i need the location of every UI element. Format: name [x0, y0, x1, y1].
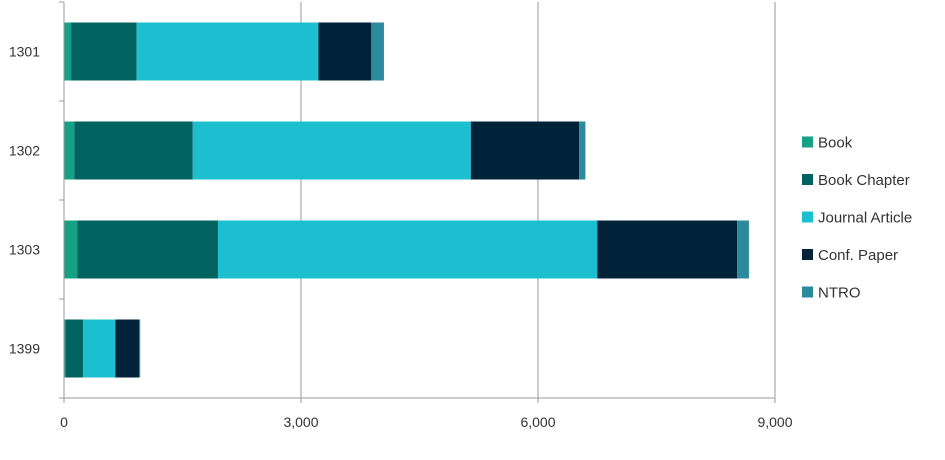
y-tick-label-1399: 1399: [9, 341, 40, 357]
bar-1301-journal-article: [136, 22, 319, 81]
x-tick-label-0: 0: [60, 414, 68, 430]
legend-label-ntro: NTRO: [818, 285, 861, 302]
bar-1302-journal-article: [192, 121, 471, 180]
legend-swatch-book-chapter: [802, 174, 813, 185]
legend-swatch-book: [802, 136, 813, 148]
bar-1303-conf-paper: [597, 220, 738, 279]
bars: [64, 22, 749, 378]
bar-1302-book: [64, 121, 75, 180]
bar-1303-journal-article: [218, 220, 598, 279]
bar-1301-conf-paper: [318, 22, 372, 81]
x-tick-label-1: 3,000: [283, 414, 318, 430]
bar-1399-ntro: [139, 319, 141, 378]
y-tick-label-1303: 1303: [9, 242, 40, 258]
legend-swatch-journal-article: [802, 211, 813, 223]
legend-label-book: Book: [818, 135, 853, 152]
bar-1399-journal-article: [82, 319, 116, 378]
x-tick-labels: 0 3,000 6,000 9,000: [60, 414, 793, 430]
axes: [59, 1, 776, 403]
bar-1399-book: [64, 319, 66, 378]
y-tick-label-1301: 1301: [9, 44, 40, 60]
x-tick-label-3: 9,000: [757, 414, 792, 430]
bar-1301-book-chapter: [71, 22, 137, 81]
bar-1303-book-chapter: [77, 220, 219, 279]
bar-1302-book-chapter: [74, 121, 193, 180]
bar-1301-ntro: [371, 22, 384, 81]
legend: Book Book Chapter Journal Article Conf. Pap…: [802, 135, 912, 302]
x-tick-label-2: 6,000: [520, 414, 555, 430]
legend-swatch-ntro: [802, 286, 813, 298]
legend-label-conf-paper: Conf. Paper: [818, 247, 898, 264]
legend-swatch-conf-paper: [802, 249, 813, 260]
y-tick-labels: 1301 1302 1303 1399: [9, 44, 40, 357]
bar-1399-book-chapter: [65, 319, 83, 378]
bar-1302-conf-paper: [470, 121, 580, 180]
bar-1399-conf-paper: [115, 319, 140, 378]
legend-label-journal-article: Journal Article: [818, 210, 912, 227]
bar-1302-ntro: [579, 121, 586, 180]
bar-1301-book: [64, 22, 72, 81]
y-tick-label-1302: 1302: [9, 143, 40, 159]
bar-1303-ntro: [737, 220, 749, 279]
legend-label-book-chapter: Book Chapter: [818, 172, 910, 189]
bar-1303-book: [64, 220, 78, 279]
